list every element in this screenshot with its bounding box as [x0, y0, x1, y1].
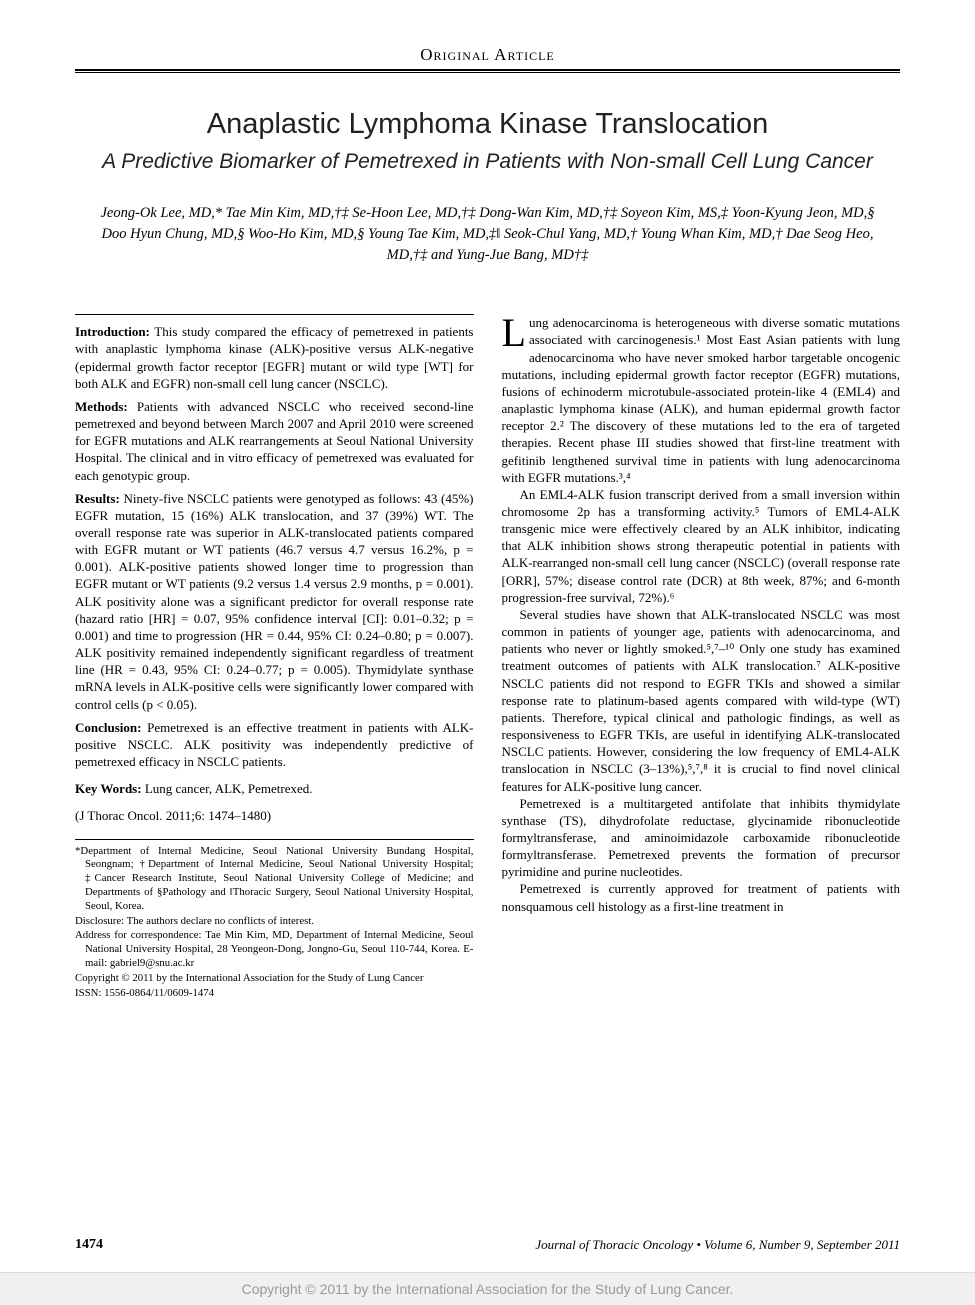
abstract-conclusion-label: Conclusion: [75, 720, 141, 735]
abstract-citation: (J Thorac Oncol. 2011;6: 1474–1480) [75, 807, 474, 824]
page-number: 1474 [75, 1237, 103, 1253]
body-para-3: Several studies have shown that ALK-tran… [502, 606, 901, 795]
footnote-disclosure: Disclosure: The authors declare no confl… [75, 915, 474, 929]
journal-info: Journal of Thoracic Oncology • Volume 6,… [535, 1237, 900, 1253]
dropcap: L [502, 314, 529, 350]
abstract-results-text: Ninety-five NSCLC patients were genotype… [75, 491, 474, 712]
abstract-conclusion: Conclusion: Pemetrexed is an effective t… [75, 719, 474, 770]
body-para-5: Pemetrexed is currently approved for tre… [502, 880, 901, 914]
rule-thick [75, 69, 900, 71]
footnote-affil: *Department of Internal Medicine, Seoul … [75, 845, 474, 914]
footnote-issn: ISSN: 1556-0864/11/0609-1474 [75, 987, 474, 1001]
abstract-results: Results: Ninety-five NSCLC patients were… [75, 490, 474, 713]
article-subtitle: A Predictive Biomarker of Pemetrexed in … [75, 149, 900, 175]
two-column-body: Introduction: This study compared the ef… [75, 314, 900, 1001]
footnote-correspondence: Address for correspondence: Tae Min Kim,… [75, 929, 474, 970]
page-footer: 1474 Journal of Thoracic Oncology • Volu… [75, 1237, 900, 1253]
footnote-copyright: Copyright © 2011 by the International As… [75, 972, 474, 986]
footnote-rule [75, 839, 474, 840]
right-column: Lung adenocarcinoma is heterogeneous wit… [502, 314, 901, 1001]
abstract-keywords-label: Key Words: [75, 781, 142, 796]
section-header: Original Article [75, 45, 900, 69]
abstract-intro-label: Introduction: [75, 324, 150, 339]
body-para-1: Lung adenocarcinoma is heterogeneous wit… [502, 314, 901, 486]
abstract: Introduction: This study compared the ef… [75, 323, 474, 824]
abstract-keywords: Key Words: Lung cancer, ALK, Pemetrexed. [75, 780, 474, 797]
abstract-top-rule [75, 314, 474, 315]
abstract-methods: Methods: Patients with advanced NSCLC wh… [75, 398, 474, 484]
article-title: Anaplastic Lymphoma Kinase Translocation [75, 108, 900, 141]
body-para-1-text: ung adenocarcinoma is heterogeneous with… [502, 315, 901, 484]
authors-block: Jeong-Ok Lee, MD,* Tae Min Kim, MD,†‡ Se… [75, 203, 900, 266]
abstract-intro: Introduction: This study compared the ef… [75, 323, 474, 392]
footnotes: *Department of Internal Medicine, Seoul … [75, 845, 474, 1001]
abstract-methods-label: Methods: [75, 399, 128, 414]
copyright-bar: Copyright © 2011 by the International As… [0, 1272, 975, 1305]
left-column: Introduction: This study compared the ef… [75, 314, 474, 1001]
rule-thin [75, 72, 900, 73]
abstract-methods-text: Patients with advanced NSCLC who receive… [75, 399, 474, 483]
abstract-results-label: Results: [75, 491, 120, 506]
body-para-2: An EML4-ALK fusion transcript derived fr… [502, 486, 901, 606]
abstract-keywords-text: Lung cancer, ALK, Pemetrexed. [142, 781, 313, 796]
body-para-4: Pemetrexed is a multitargeted antifolate… [502, 795, 901, 881]
